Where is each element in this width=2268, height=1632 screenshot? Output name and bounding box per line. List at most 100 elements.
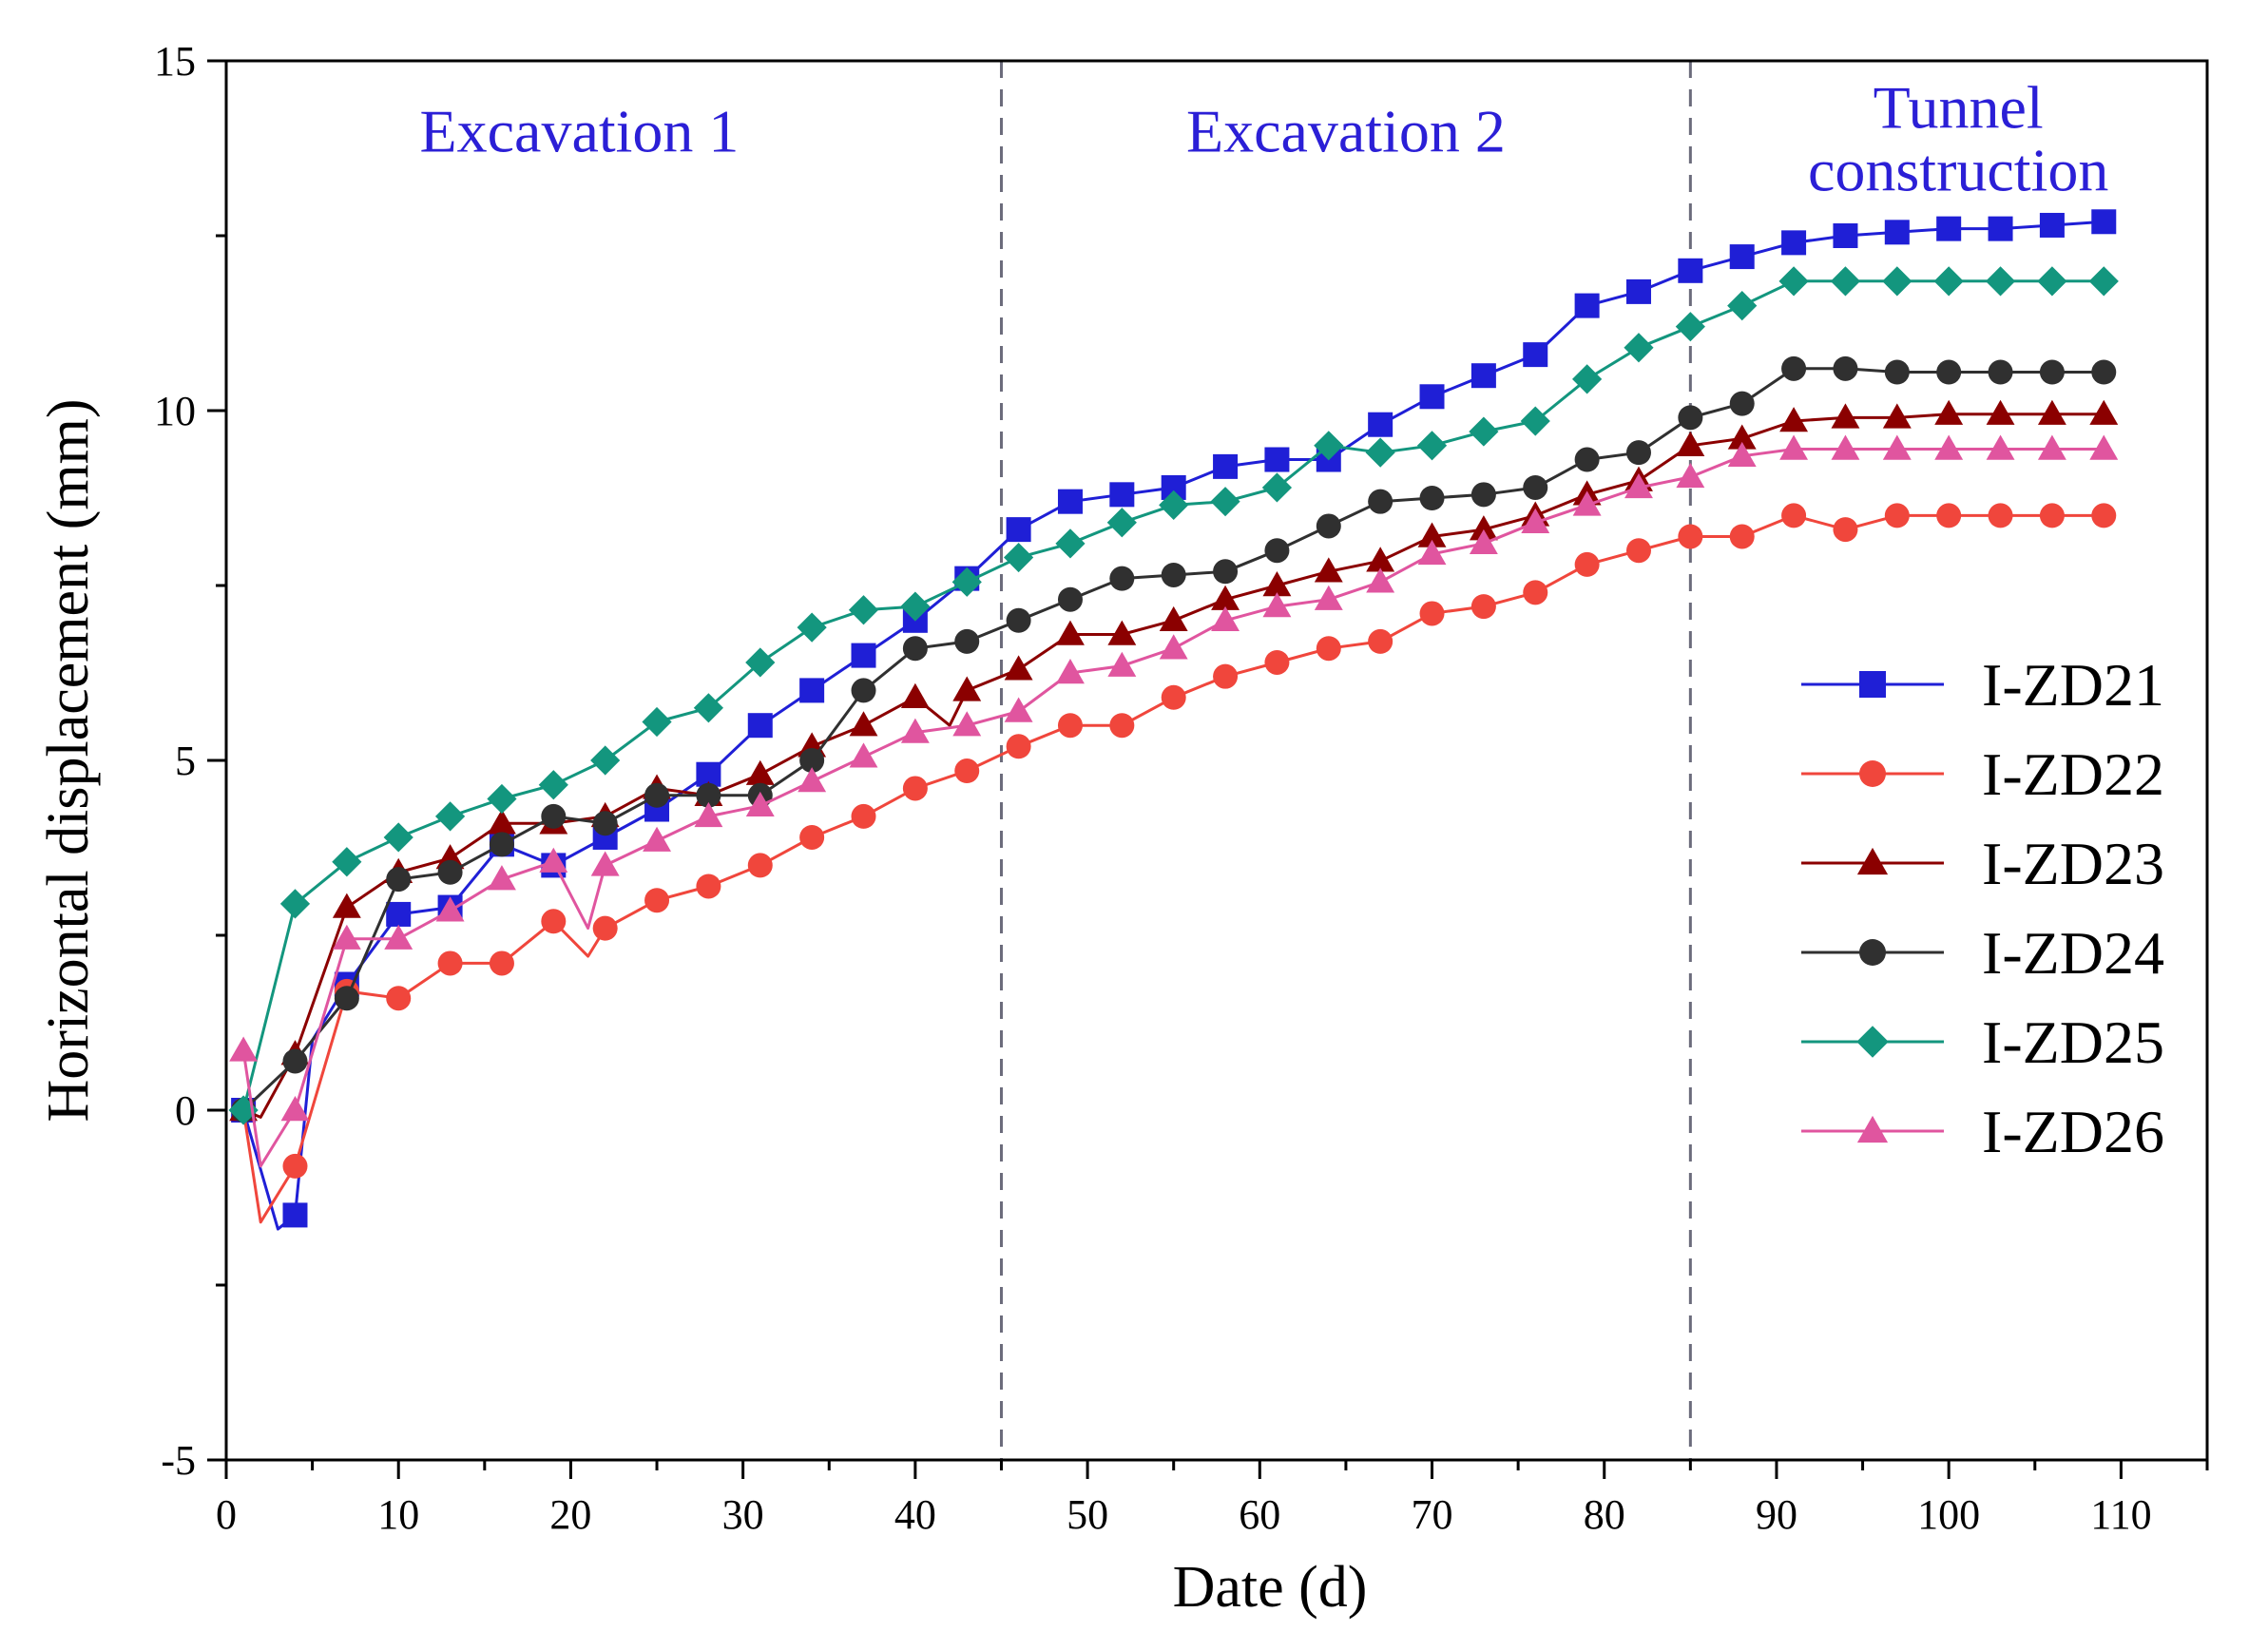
data-point-triangle bbox=[1056, 620, 1085, 645]
data-point-triangle bbox=[1107, 651, 1137, 677]
x-tick-label: 0 bbox=[216, 1491, 237, 1538]
data-point-diamond bbox=[590, 745, 621, 776]
series-line bbox=[241, 448, 2105, 1168]
data-point-square bbox=[1988, 216, 2013, 241]
data-point-diamond bbox=[228, 1095, 259, 1125]
data-point-circle bbox=[1936, 503, 1962, 528]
data-point-triangle bbox=[1779, 407, 1809, 432]
data-point-triangle bbox=[1004, 697, 1033, 722]
data-point-square bbox=[1884, 220, 1910, 245]
data-point-circle bbox=[1678, 524, 1703, 549]
data-point-diamond bbox=[1106, 508, 1137, 538]
data-point-circle bbox=[1213, 559, 1239, 585]
data-point-triangle bbox=[2089, 399, 2119, 425]
data-point-diamond bbox=[1624, 333, 1654, 363]
data-point-triangle bbox=[1056, 659, 1085, 684]
data-point-diamond bbox=[1520, 406, 1550, 436]
data-point-diamond bbox=[642, 706, 672, 738]
data-point-circle bbox=[386, 986, 412, 1011]
data-point-triangle bbox=[1882, 403, 1912, 429]
data-point-circle bbox=[1316, 513, 1341, 539]
legend-item: I-ZD21 bbox=[1801, 651, 2164, 719]
data-point-square bbox=[1781, 230, 1807, 256]
data-point-circle bbox=[1523, 474, 1548, 500]
data-point-circle bbox=[1729, 524, 1755, 549]
data-point-triangle bbox=[487, 865, 516, 891]
data-point-triangle bbox=[798, 767, 827, 793]
data-point-square bbox=[1523, 342, 1548, 368]
data-point-triangle bbox=[1831, 434, 1860, 460]
data-point-circle bbox=[902, 776, 928, 801]
x-tick-label: 60 bbox=[1239, 1491, 1280, 1538]
data-point-circle bbox=[696, 782, 721, 808]
data-point-triangle bbox=[1986, 399, 2015, 425]
legend-item: I-ZD22 bbox=[1801, 740, 2164, 808]
data-point-circle bbox=[592, 915, 618, 941]
data-point-circle bbox=[282, 1153, 308, 1179]
data-point-triangle bbox=[1986, 434, 2015, 460]
data-point-diamond bbox=[848, 595, 879, 625]
data-point-square bbox=[386, 901, 412, 927]
x-tick-label: 50 bbox=[1067, 1491, 1108, 1538]
data-point-diamond bbox=[1416, 431, 1448, 461]
legend: I-ZD21 I-ZD22 I-ZD23 I-ZD24 I-ZD25 I-ZD26 bbox=[1801, 651, 2164, 1165]
data-point-square bbox=[1574, 293, 1600, 318]
data-point-triangle bbox=[900, 718, 930, 743]
data-point-square bbox=[1729, 244, 1755, 270]
data-point-diamond bbox=[1210, 487, 1240, 517]
x-tick-label: 40 bbox=[894, 1491, 936, 1538]
data-point-triangle bbox=[1934, 434, 1964, 460]
data-point-triangle bbox=[745, 759, 775, 785]
data-point-square bbox=[1264, 447, 1290, 472]
data-point-triangle bbox=[849, 711, 878, 737]
data-point-triangle bbox=[1831, 403, 1860, 429]
y-tick-label: 5 bbox=[175, 738, 196, 784]
x-tick-label: 30 bbox=[722, 1491, 764, 1538]
data-point-circle bbox=[1419, 601, 1445, 626]
data-point-circle bbox=[2039, 503, 2065, 528]
data-point-circle bbox=[2091, 359, 2117, 385]
data-point-circle bbox=[1574, 447, 1600, 472]
data-point-square bbox=[1109, 482, 1135, 508]
x-tick-label: 100 bbox=[1917, 1491, 1980, 1538]
data-point-diamond bbox=[693, 693, 724, 723]
data-point-diamond bbox=[745, 647, 776, 678]
legend-item: I-ZD25 bbox=[1801, 1008, 2164, 1076]
data-point-triangle bbox=[2089, 434, 2119, 460]
series-I-ZD21 bbox=[231, 209, 2117, 1231]
y-tick-label: -5 bbox=[161, 1437, 196, 1484]
data-point-circle bbox=[1678, 405, 1703, 431]
data-point-triangle bbox=[1856, 847, 1889, 875]
data-point-circle bbox=[954, 758, 980, 784]
data-point-circle bbox=[1316, 636, 1341, 662]
x-tick-label: 20 bbox=[549, 1491, 591, 1538]
data-point-diamond bbox=[1727, 291, 1758, 321]
data-point-diamond bbox=[434, 801, 466, 832]
data-point-circle bbox=[799, 748, 825, 773]
data-point-diamond bbox=[1933, 266, 1964, 297]
data-point-square bbox=[1859, 671, 1886, 698]
data-point-circle bbox=[334, 986, 359, 1011]
data-point-circle bbox=[1109, 713, 1135, 739]
data-point-triangle bbox=[280, 1096, 310, 1122]
data-point-circle bbox=[1729, 391, 1755, 416]
legend-item: I-ZD23 bbox=[1801, 830, 2164, 897]
data-point-circle bbox=[1006, 734, 1031, 759]
data-point-circle bbox=[437, 859, 463, 885]
data-point-square bbox=[2039, 212, 2065, 238]
data-point-circle bbox=[747, 853, 773, 878]
data-point-diamond bbox=[1830, 266, 1861, 297]
data-point-circle bbox=[1781, 503, 1807, 528]
x-axis-title: Date (d) bbox=[1173, 1555, 1368, 1620]
data-point-triangle bbox=[1314, 585, 1343, 610]
data-point-circle bbox=[799, 824, 825, 850]
data-point-triangle bbox=[1882, 434, 1912, 460]
data-point-triangle bbox=[539, 847, 568, 873]
data-point-circle bbox=[1988, 503, 2013, 528]
data-point-circle bbox=[489, 950, 514, 976]
data-point-circle bbox=[1936, 359, 1962, 385]
data-point-diamond bbox=[538, 770, 568, 800]
data-point-circle bbox=[1470, 594, 1496, 620]
legend-item: I-ZD26 bbox=[1801, 1098, 2164, 1165]
data-point-triangle bbox=[849, 742, 878, 768]
